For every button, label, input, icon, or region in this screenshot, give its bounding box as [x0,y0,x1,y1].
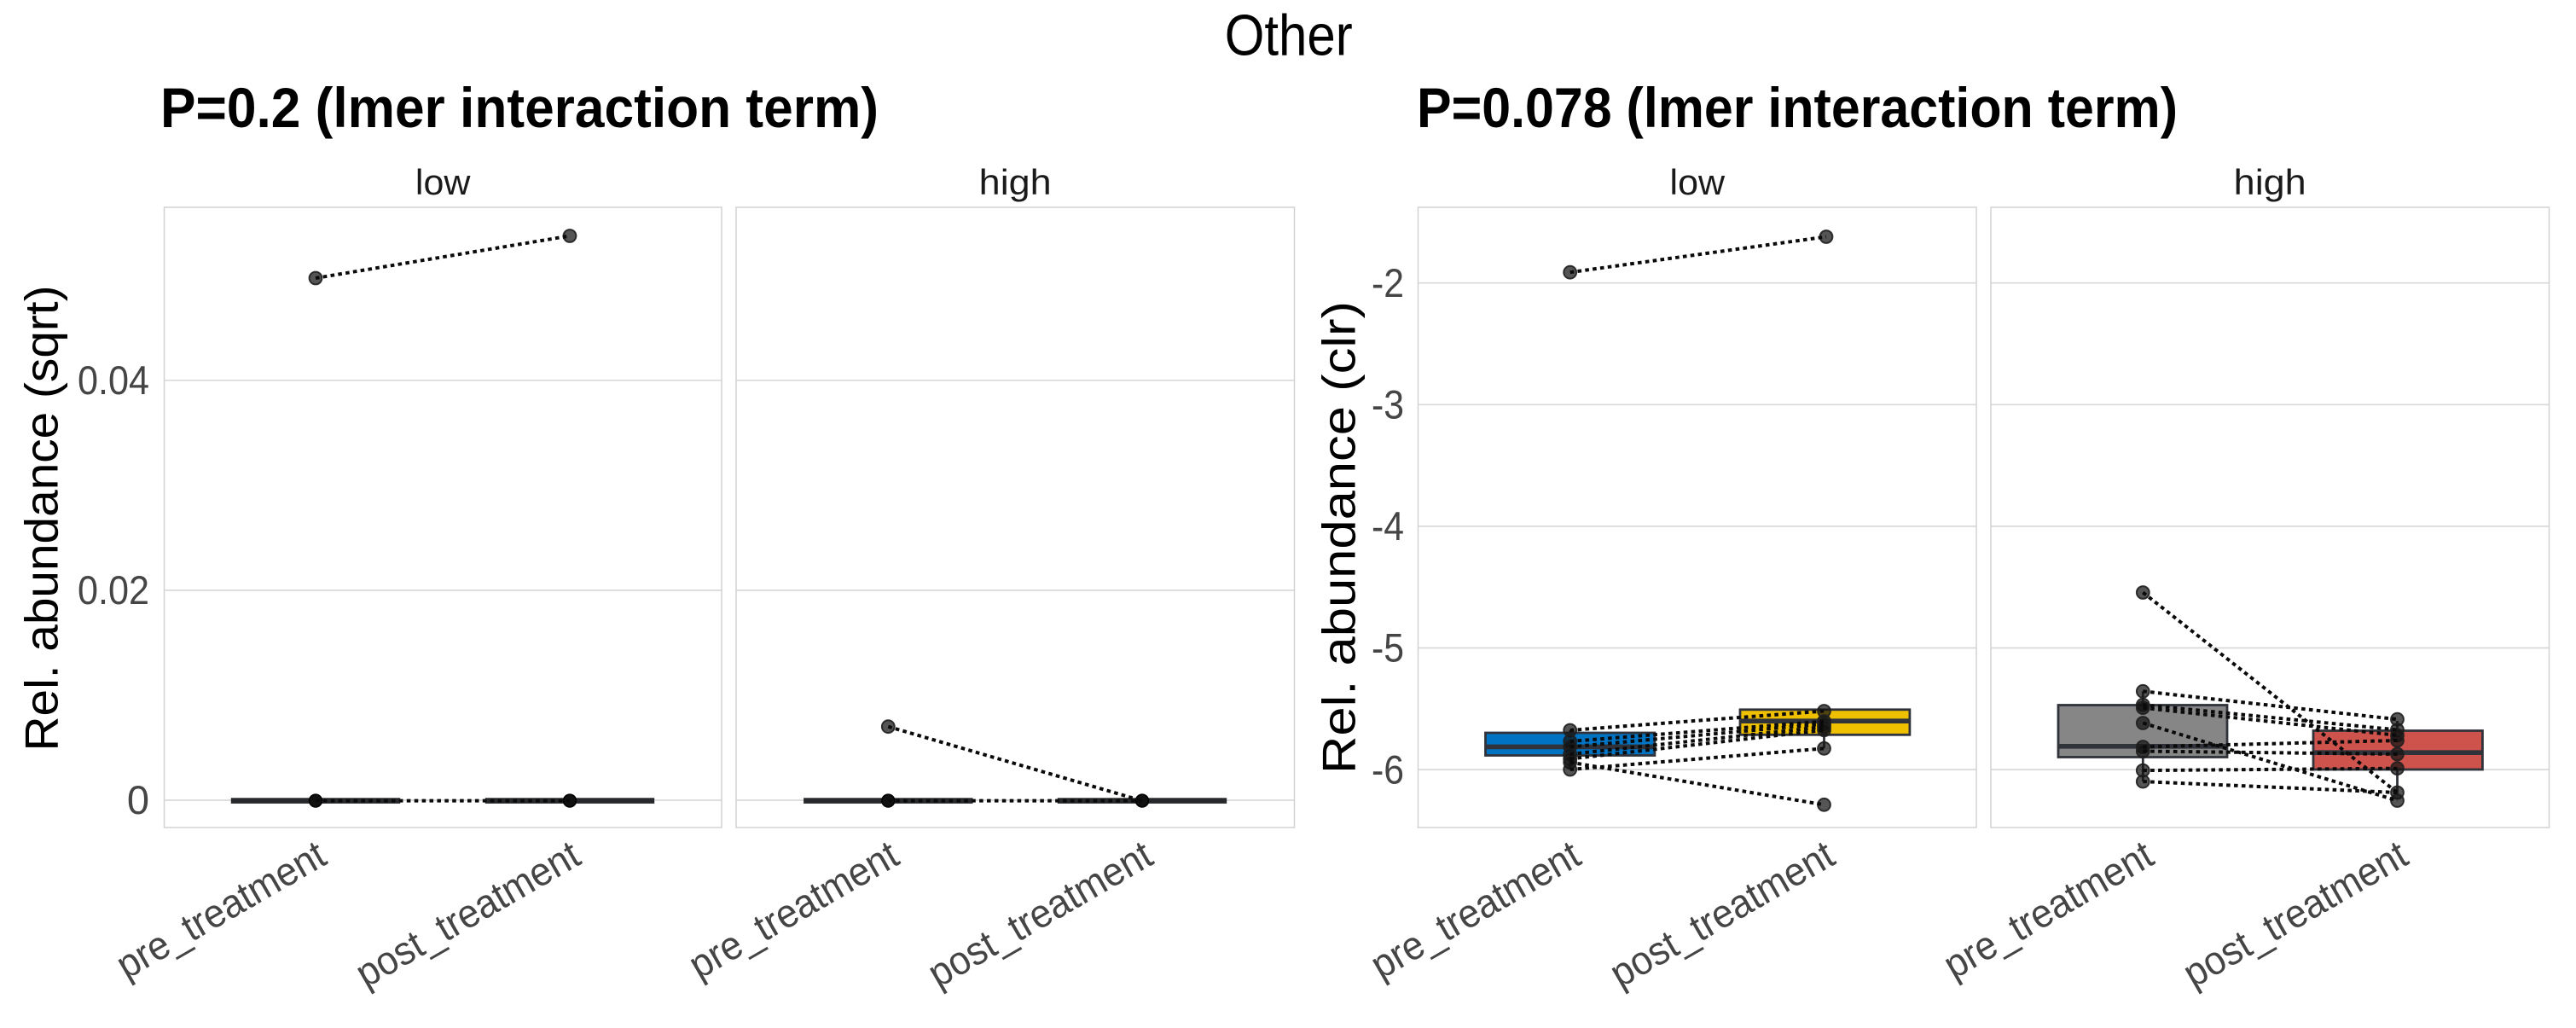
svg-text:-3: -3 [1372,382,1404,427]
svg-text:0.02: 0.02 [78,567,149,613]
svg-text:0.04: 0.04 [78,357,149,403]
svg-text:-6: -6 [1372,746,1404,792]
svg-text:P=0.078 (lmer interaction term: P=0.078 (lmer interaction term) [1417,76,2178,139]
svg-text:Rel. abundance (sqrt): Rel. abundance (sqrt) [15,286,68,752]
svg-text:high: high [979,162,1052,202]
svg-text:-5: -5 [1372,625,1404,671]
svg-text:P=0.2 (lmer interaction term): P=0.2 (lmer interaction term) [160,76,879,139]
svg-text:-2: -2 [1372,260,1404,305]
svg-text:Rel. abundance (clr): Rel. abundance (clr) [1313,301,1366,774]
svg-text:high: high [2234,162,2306,202]
svg-text:-4: -4 [1372,503,1404,549]
svg-text:0: 0 [127,777,149,822]
svg-text:low: low [1670,162,1726,202]
svg-text:low: low [415,162,471,202]
svg-text:Other: Other [1225,3,1353,68]
